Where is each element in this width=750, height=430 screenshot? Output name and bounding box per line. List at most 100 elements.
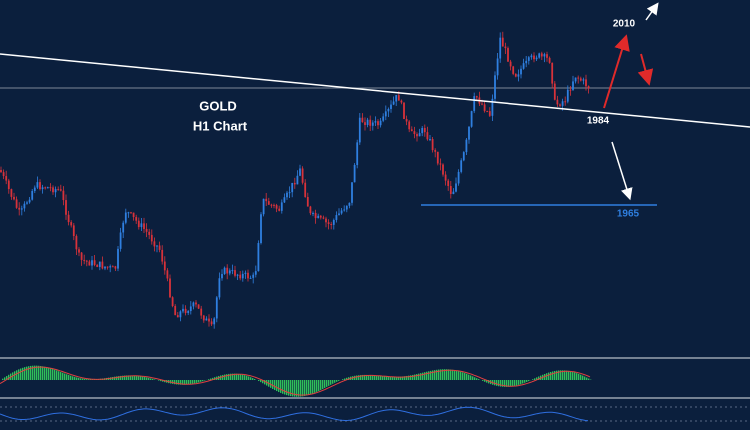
histogram-bar (560, 370, 562, 380)
histogram-bar (368, 374, 370, 380)
candle-body (455, 183, 457, 192)
candle-body (400, 100, 403, 103)
candle-body (366, 119, 369, 125)
histogram-bar (380, 375, 382, 380)
candle-body (351, 182, 353, 203)
candle-body (171, 297, 174, 307)
histogram-bar (126, 375, 128, 380)
histogram-bar (186, 380, 188, 385)
histogram-bar (198, 380, 200, 383)
histogram-bar (386, 376, 388, 380)
histogram-bar (212, 377, 214, 380)
histogram-bar (444, 369, 446, 380)
histogram-bar (32, 365, 34, 380)
candle-body (416, 134, 418, 137)
arrow-up (603, 34, 630, 109)
candle-body (54, 189, 57, 193)
histogram-bar (478, 379, 480, 380)
histogram-bar (498, 380, 500, 387)
candle-body (585, 79, 587, 87)
histogram-bar (404, 376, 406, 380)
histogram-bar (564, 370, 566, 380)
histogram-bar (276, 380, 278, 392)
candle-body (564, 101, 567, 103)
histogram-bar (152, 378, 154, 380)
oscillator (0, 406, 589, 422)
candle-body (153, 241, 156, 247)
histogram-bar (408, 375, 410, 380)
candle-body (241, 273, 244, 279)
arrow-down (637, 53, 654, 86)
histogram-bar (30, 365, 32, 380)
histogram-bar (588, 378, 590, 380)
candle-body (262, 198, 265, 215)
histogram-bar (24, 367, 26, 380)
histogram-bar (400, 376, 402, 380)
histogram-bar (234, 373, 236, 380)
histogram-bar (494, 380, 496, 386)
candle-body (122, 222, 125, 233)
candle-body (314, 212, 317, 219)
histogram-bar (68, 374, 70, 380)
histogram-bar (192, 380, 194, 384)
candle-body (197, 304, 200, 309)
candle-body (208, 318, 210, 322)
histogram-bar (36, 365, 38, 380)
candle-body (166, 270, 169, 279)
histogram-bar (402, 376, 404, 380)
candle-body (483, 104, 486, 112)
candle-body (140, 223, 143, 228)
candle-body (7, 180, 10, 190)
candle-body (28, 199, 31, 203)
candle-body (429, 139, 431, 141)
histogram-bar (422, 372, 424, 380)
histogram-bar (308, 380, 310, 395)
histogram-bar (196, 380, 198, 383)
histogram-bar (8, 374, 10, 380)
histogram-bar (250, 377, 252, 380)
histogram-bar (260, 380, 262, 383)
histogram-bar (200, 380, 202, 382)
histogram-bar (160, 380, 162, 382)
candle-body (356, 142, 359, 165)
candle-body (187, 311, 190, 313)
candle-body (52, 187, 54, 193)
candle-body (392, 101, 395, 105)
candle-body (273, 204, 275, 206)
candle-body (148, 231, 151, 235)
candle-body (260, 214, 262, 244)
candle-body (452, 191, 455, 195)
histogram-bar (128, 375, 130, 380)
histogram-bar (120, 375, 122, 380)
histogram-bar (78, 377, 80, 380)
candle-body (270, 204, 273, 206)
histogram-bar (566, 370, 568, 380)
candle-body (457, 171, 460, 184)
histogram-bar (524, 380, 526, 383)
histogram-bar (226, 374, 228, 380)
candle-body (403, 102, 405, 119)
histogram-bar (124, 375, 126, 380)
histogram-bar (584, 376, 586, 380)
histogram-bar (416, 374, 418, 380)
histogram-bar (306, 380, 308, 396)
histogram-bar (136, 375, 138, 380)
candle-body (465, 139, 468, 153)
candle-body (70, 222, 73, 226)
candle-body (538, 53, 541, 58)
histogram-bar (484, 380, 486, 382)
candle-body (481, 103, 483, 105)
histogram-bar (146, 377, 148, 380)
candle-body (431, 139, 434, 151)
candle-body (213, 318, 216, 325)
candle-body (244, 272, 247, 274)
candle-body (215, 297, 218, 319)
histogram-bar (438, 369, 440, 380)
candle-body (520, 68, 522, 75)
histogram-bar (586, 377, 588, 380)
histogram-bar (302, 380, 304, 397)
candle-body (525, 60, 528, 64)
candle-body (135, 217, 138, 221)
histogram-bar (476, 378, 478, 380)
candle-body (301, 168, 304, 183)
